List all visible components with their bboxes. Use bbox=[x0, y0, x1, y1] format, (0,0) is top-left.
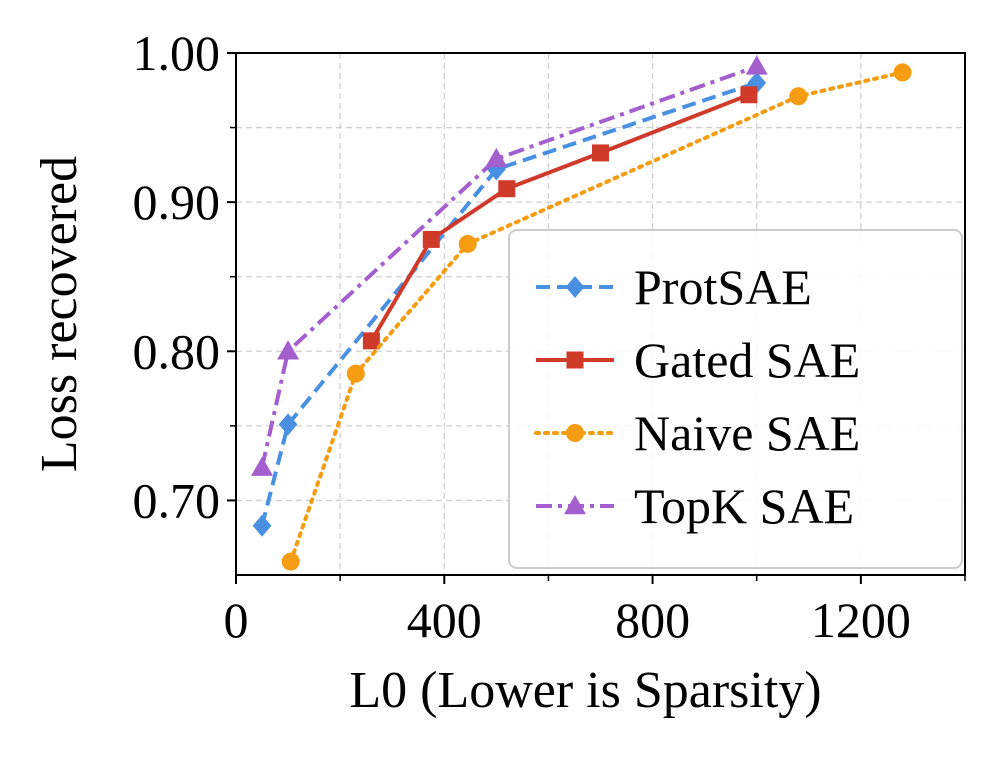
legend-marker bbox=[564, 495, 586, 515]
x-tick-label: 0 bbox=[224, 592, 249, 648]
series-topk-sae bbox=[251, 55, 768, 476]
x-axis-label: L0 (Lower is Sparsity) bbox=[349, 662, 821, 719]
y-tick-label: 0.90 bbox=[133, 174, 221, 230]
y-tick-label: 1.00 bbox=[133, 25, 221, 81]
legend-entry: TopK SAE bbox=[536, 478, 854, 534]
legend-box bbox=[508, 229, 963, 569]
legend-entry: Naive SAE bbox=[534, 405, 860, 461]
series-layer bbox=[251, 55, 912, 571]
legend-label: TopK SAE bbox=[634, 478, 854, 534]
legend-label: Naive SAE bbox=[634, 405, 860, 461]
data-point bbox=[747, 71, 767, 94]
y-tick-label: 0.80 bbox=[133, 323, 221, 379]
y-axis-label: Loss recovered bbox=[31, 156, 88, 472]
ticks: 0 400 800 1200 0.70 0.80 0.90 1.00 bbox=[133, 25, 966, 648]
data-point bbox=[277, 340, 300, 360]
legend-label: Gated SAE bbox=[634, 332, 860, 388]
data-point bbox=[346, 364, 365, 383]
data-point bbox=[498, 180, 516, 198]
x-tick-label: 400 bbox=[407, 592, 482, 648]
data-point bbox=[252, 514, 272, 537]
series-line bbox=[260, 64, 758, 469]
series-gated-sae bbox=[362, 86, 758, 350]
legend: ProtSAE Gated SAE Naive SAE TopK SAE bbox=[508, 229, 963, 569]
y-tick-label: 0.70 bbox=[133, 472, 221, 528]
data-point bbox=[281, 552, 300, 571]
legend-marker bbox=[566, 424, 584, 442]
legend-label: ProtSAE bbox=[634, 259, 812, 315]
series-naive-sae bbox=[281, 63, 912, 571]
data-point bbox=[278, 413, 298, 436]
plot-frame bbox=[235, 52, 966, 576]
data-point bbox=[485, 147, 508, 168]
data-point bbox=[789, 87, 808, 106]
series-protsae bbox=[252, 71, 767, 537]
series-line bbox=[260, 80, 758, 527]
data-point bbox=[362, 332, 380, 350]
data-point bbox=[740, 86, 758, 104]
legend-entry: Gated SAE bbox=[536, 332, 860, 388]
data-point bbox=[458, 234, 477, 253]
data-point bbox=[487, 158, 506, 181]
data-point bbox=[893, 63, 912, 82]
legend-marker bbox=[565, 276, 585, 298]
data-point bbox=[422, 230, 440, 248]
legend-entry: ProtSAE bbox=[536, 259, 812, 315]
x-tick-label: 1200 bbox=[811, 592, 911, 648]
legend-marker bbox=[566, 351, 584, 369]
x-tick-label: 800 bbox=[615, 592, 690, 648]
data-point bbox=[745, 55, 768, 75]
data-point bbox=[251, 456, 274, 476]
data-point bbox=[592, 144, 609, 162]
